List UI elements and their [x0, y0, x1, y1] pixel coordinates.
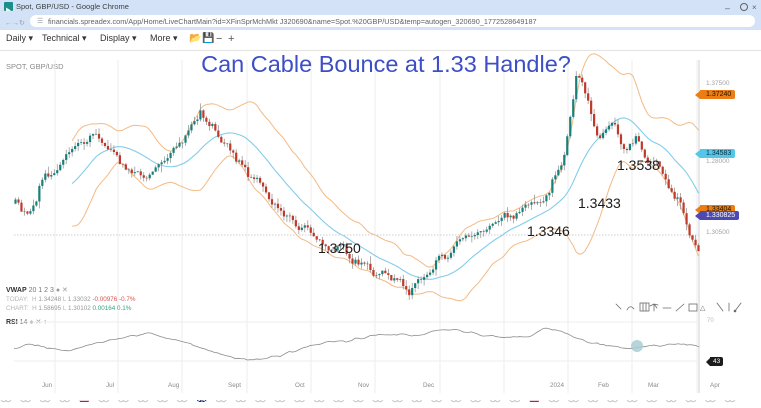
- svg-text:△: △: [700, 305, 708, 312]
